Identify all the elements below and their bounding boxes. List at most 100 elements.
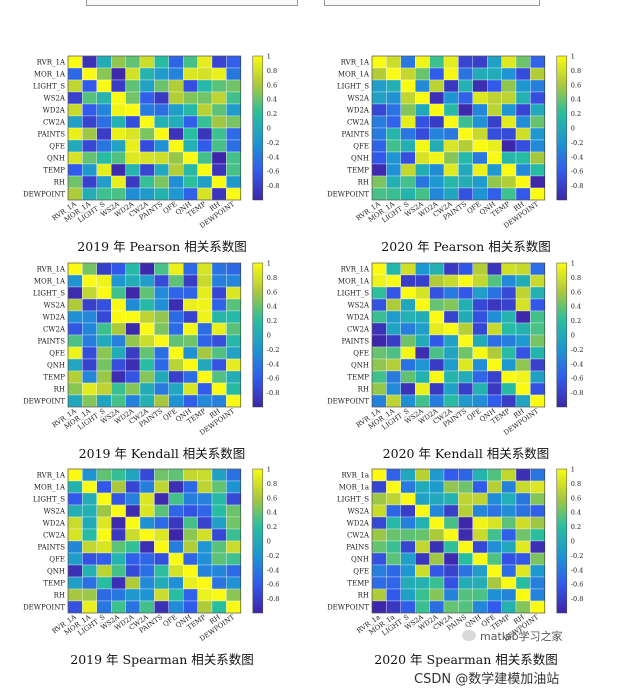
heat-cell: [197, 67, 213, 81]
heat-cell: [458, 103, 473, 117]
row-label: QFE: [49, 349, 65, 357]
heat-cell: [226, 322, 241, 336]
heat-cell: [472, 286, 488, 300]
heat-cell: [197, 127, 213, 141]
colorbar-tick-label: 1: [267, 260, 271, 268]
heat-cell: [487, 516, 502, 530]
colorbar-tick-label: 0.4: [267, 303, 277, 311]
heat-cell: [415, 274, 430, 288]
heat-cell: [183, 67, 198, 81]
heat-cell: [82, 151, 97, 165]
colorbar-tick-label: 0.2: [571, 523, 581, 531]
heat-cell: [183, 480, 198, 494]
heat-cell: [197, 175, 213, 189]
heat-cell: [515, 358, 531, 372]
heat-cell: [139, 139, 155, 153]
heat-cell: [515, 310, 531, 324]
heatmap-2020-spearman: RVR_1a MOR_1a LIGHT_S WS2A WD2A CW2A PAINS QNH Q…: [327, 466, 584, 643]
heat-cell: [386, 516, 401, 530]
heat-cell: [139, 576, 155, 590]
heat-cell: [183, 468, 198, 482]
heat-cell: [415, 504, 430, 518]
heat-cell: [443, 310, 459, 324]
heat-cell: [530, 576, 545, 590]
heat-cell: [501, 103, 517, 117]
heat-cell: [67, 310, 83, 324]
heat-cell: [501, 492, 517, 506]
heat-cell: [415, 576, 430, 590]
heat-cell: [82, 322, 97, 336]
heat-cell: [154, 480, 169, 494]
heat-cell: [139, 127, 155, 141]
heat-cell: [429, 151, 445, 165]
heat-cell: [139, 540, 155, 554]
colorbar-tick-label: -0.2: [571, 139, 584, 147]
heat-cell: [472, 175, 488, 189]
heat-cell: [371, 67, 387, 81]
heatmap-2020-kendall: RVR_1A MOR_1A LIGHT_S WS2A WD2A CW2A PAINTS QFE…: [327, 260, 583, 437]
heat-cell: [226, 382, 241, 396]
heat-cell: [400, 492, 416, 506]
grid-border: [371, 262, 546, 408]
heat-cell: [501, 528, 517, 542]
heat-cell: [139, 286, 155, 300]
row-label: RVR_1A: [37, 58, 66, 66]
heat-cell: [125, 516, 141, 530]
heat-cell: [472, 55, 488, 69]
row-label: RH: [54, 178, 65, 186]
heat-cell: [501, 286, 517, 300]
heat-cell: [487, 600, 502, 614]
colorbar-tick-label: -0.2: [571, 552, 584, 560]
heat-cell: [530, 298, 545, 312]
heat-cell: [487, 382, 502, 396]
heat-cell: [82, 346, 97, 360]
heat-cell: [371, 298, 387, 312]
heat-cell: [67, 480, 83, 494]
heat-cell: [415, 187, 430, 201]
heat-cell: [501, 382, 517, 396]
heat-cell: [530, 115, 545, 129]
heat-cell: [501, 274, 517, 288]
heat-cell: [226, 540, 241, 554]
row-label: PAINTS: [38, 130, 66, 138]
heat-cell: [530, 187, 545, 201]
heat-cell: [386, 286, 401, 300]
row-label: LIGHT_S: [337, 495, 369, 503]
heat-cell: [154, 322, 169, 336]
heat-cell: [168, 528, 184, 542]
heat-cell: [487, 187, 502, 201]
heat-cell: [82, 504, 97, 518]
heat-cell: [183, 163, 198, 177]
heat-cell: [111, 151, 126, 165]
heat-cell: [125, 492, 141, 506]
colorbar-tick-label: 0.4: [267, 96, 277, 104]
heat-cell: [96, 588, 112, 602]
heat-cell: [125, 175, 141, 189]
heat-cell: [443, 540, 459, 554]
heat-cell: [211, 552, 227, 566]
heat-cell: [487, 468, 502, 482]
heat-cell: [197, 528, 213, 542]
heat-cell: [458, 139, 473, 153]
heat-cell: [429, 576, 445, 590]
heat-cell: [386, 468, 401, 482]
heat-cell: [96, 516, 112, 530]
heat-cell: [487, 540, 502, 554]
row-label: DEWPOINT: [327, 397, 369, 405]
heat-cell: [415, 370, 430, 384]
heat-cell: [226, 79, 241, 93]
heat-cell: [472, 79, 488, 93]
heat-cell: [82, 552, 97, 566]
heat-cell: [226, 274, 241, 288]
heat-cell: [226, 600, 241, 614]
heat-cell: [226, 492, 241, 506]
heat-cell: [211, 163, 227, 177]
heat-cell: [515, 322, 531, 336]
heat-cell: [67, 540, 83, 554]
heat-cell: [67, 492, 83, 506]
heat-cell: [139, 262, 155, 276]
heat-cell: [400, 55, 416, 69]
heat-cell: [443, 163, 459, 177]
heat-cell: [429, 139, 445, 153]
heat-cell: [371, 564, 387, 578]
